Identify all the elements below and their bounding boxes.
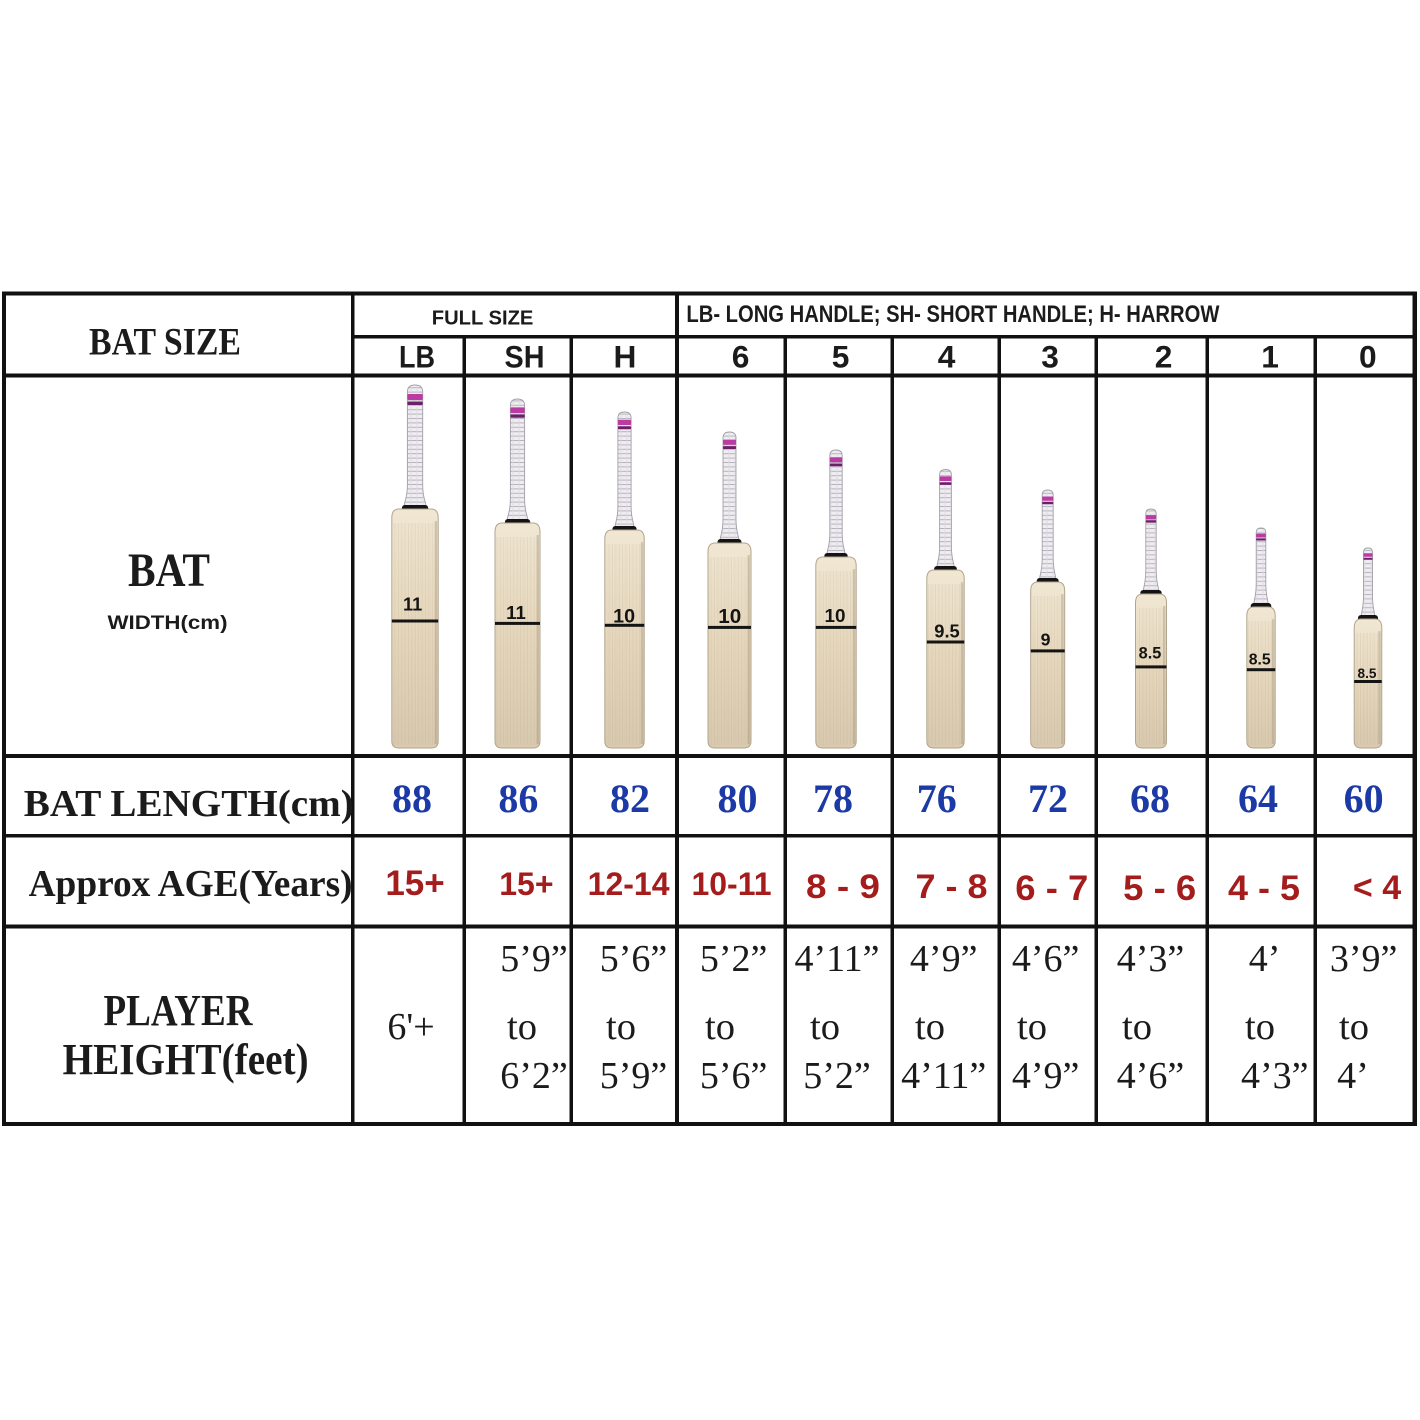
svg-text:88: 88 xyxy=(392,776,432,821)
svg-text:3: 3 xyxy=(1041,339,1059,375)
svg-text:76: 76 xyxy=(917,776,957,821)
svg-text:60: 60 xyxy=(1344,776,1384,821)
svg-text:9.5: 9.5 xyxy=(934,620,959,641)
svg-text:9: 9 xyxy=(1041,629,1051,649)
svg-text:12-14: 12-14 xyxy=(588,866,670,902)
svg-text:11: 11 xyxy=(506,602,526,623)
svg-text:to: to xyxy=(507,1006,537,1048)
svg-text:11: 11 xyxy=(403,594,422,614)
svg-text:5’2”: 5’2” xyxy=(700,938,768,980)
svg-text:2: 2 xyxy=(1155,339,1173,375)
svg-text:to: to xyxy=(606,1006,636,1048)
svg-text:0: 0 xyxy=(1359,339,1377,375)
svg-text:5’9”: 5’9” xyxy=(500,938,568,980)
svg-text:15+: 15+ xyxy=(385,864,444,903)
svg-text:to: to xyxy=(915,1006,945,1048)
svg-text:5 - 6: 5 - 6 xyxy=(1123,869,1196,908)
svg-text:5’6”: 5’6” xyxy=(700,1055,768,1097)
svg-text:BAT: BAT xyxy=(128,544,210,597)
svg-text:FULL SIZE: FULL SIZE xyxy=(432,308,534,330)
svg-text:Approx AGE(Years): Approx AGE(Years) xyxy=(29,863,353,905)
svg-text:3’9”: 3’9” xyxy=(1330,938,1398,980)
svg-text:LB- LONG HANDLE; SH- SHORT HAN: LB- LONG HANDLE; SH- SHORT HANDLE; H- HA… xyxy=(686,301,1219,328)
svg-text:to: to xyxy=(1122,1006,1152,1048)
svg-text:H: H xyxy=(614,339,637,375)
svg-text:72: 72 xyxy=(1028,776,1068,821)
svg-text:8.5: 8.5 xyxy=(1139,644,1162,662)
svg-text:4: 4 xyxy=(938,339,956,375)
svg-text:82: 82 xyxy=(610,776,650,821)
svg-text:5’9”: 5’9” xyxy=(600,1055,668,1097)
svg-text:BAT SIZE: BAT SIZE xyxy=(89,321,241,364)
svg-text:to: to xyxy=(810,1006,840,1048)
svg-text:15+: 15+ xyxy=(499,866,553,902)
svg-text:78: 78 xyxy=(813,776,853,821)
svg-text:4’3”: 4’3” xyxy=(1117,938,1185,980)
svg-text:WIDTH(cm): WIDTH(cm) xyxy=(108,613,228,634)
svg-text:8 - 9: 8 - 9 xyxy=(806,868,880,906)
svg-text:5: 5 xyxy=(832,339,850,375)
svg-text:64: 64 xyxy=(1238,776,1278,821)
svg-text:4’9”: 4’9” xyxy=(910,938,978,980)
svg-text:68: 68 xyxy=(1130,776,1170,821)
svg-text:4’: 4’ xyxy=(1249,938,1281,980)
svg-text:7 - 8: 7 - 8 xyxy=(916,868,988,906)
svg-text:8.5: 8.5 xyxy=(1358,666,1377,681)
svg-text:LB: LB xyxy=(399,339,435,375)
svg-text:to: to xyxy=(1017,1006,1047,1048)
svg-text:10: 10 xyxy=(613,605,635,627)
svg-text:10: 10 xyxy=(718,605,741,628)
svg-text:10-11: 10-11 xyxy=(691,866,771,902)
svg-text:6’2”: 6’2” xyxy=(500,1055,568,1097)
svg-text:6: 6 xyxy=(732,339,750,375)
svg-text:to: to xyxy=(705,1006,735,1048)
svg-text:4’6”: 4’6” xyxy=(1117,1055,1185,1097)
svg-text:4’11”: 4’11” xyxy=(794,938,879,980)
svg-text:SH: SH xyxy=(505,339,545,375)
svg-text:to: to xyxy=(1339,1006,1369,1048)
svg-text:6 - 7: 6 - 7 xyxy=(1015,869,1088,908)
svg-text:4’9”: 4’9” xyxy=(1012,1055,1080,1097)
svg-text:4’6”: 4’6” xyxy=(1012,938,1080,980)
svg-text:5’6”: 5’6” xyxy=(600,938,668,980)
svg-text:4’11”: 4’11” xyxy=(901,1055,986,1097)
svg-text:86: 86 xyxy=(498,776,538,821)
svg-text:5’2”: 5’2” xyxy=(803,1055,871,1097)
svg-text:4’3”: 4’3” xyxy=(1241,1055,1309,1097)
svg-text:6'+: 6'+ xyxy=(387,1006,434,1048)
svg-text:80: 80 xyxy=(718,776,758,821)
svg-text:BAT LENGTH(cm): BAT LENGTH(cm) xyxy=(24,783,354,825)
svg-text:4 - 5: 4 - 5 xyxy=(1228,869,1300,908)
svg-text:4’: 4’ xyxy=(1337,1055,1369,1097)
svg-text:PLAYER: PLAYER xyxy=(104,986,254,1035)
svg-text:< 4: < 4 xyxy=(1353,869,1401,907)
svg-text:HEIGHT(feet): HEIGHT(feet) xyxy=(63,1035,309,1084)
svg-text:1: 1 xyxy=(1261,339,1279,375)
svg-text:to: to xyxy=(1245,1006,1275,1048)
svg-text:10: 10 xyxy=(824,606,845,627)
svg-text:8.5: 8.5 xyxy=(1249,651,1271,668)
